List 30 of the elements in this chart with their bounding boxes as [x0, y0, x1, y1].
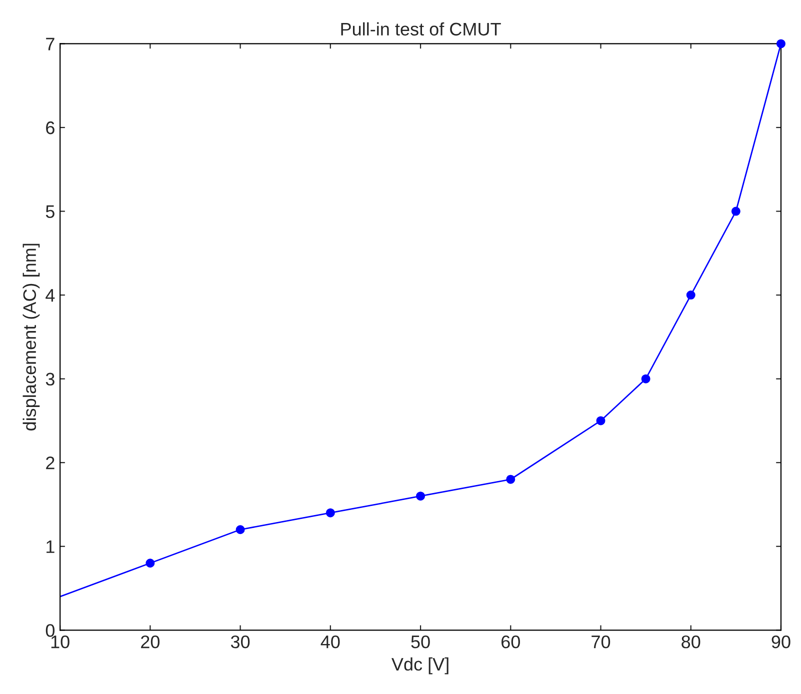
point [776, 39, 786, 48]
x-tick-label: 30 [230, 635, 250, 648]
x-axis-title: Vdc [V] [392, 657, 448, 674]
x-tick-label: 10 [51, 635, 70, 648]
y-tick-label: 0 [46, 624, 55, 637]
x-tick-label: 40 [320, 635, 340, 648]
point [146, 558, 155, 568]
x-tick-label: 60 [502, 635, 520, 648]
x-tick-label: 20 [141, 635, 160, 648]
y-tick-label: 3 [46, 372, 54, 386]
x-tick-label: 70 [592, 635, 610, 648]
x-tick-label: 80 [682, 635, 700, 648]
point [641, 374, 650, 384]
point [686, 290, 696, 300]
point [236, 525, 245, 534]
y-tick-label: 4 [46, 289, 55, 302]
point [506, 474, 516, 484]
point [596, 416, 606, 426]
point [731, 206, 740, 216]
y-tick-label: 1 [46, 540, 54, 553]
y-tick-label: 7 [46, 38, 54, 50]
y-tick-label: 6 [46, 121, 54, 134]
x-tick-label: 90 [772, 635, 790, 648]
y-tick-label: 2 [46, 456, 54, 470]
y-axis-title: displacement (AC) [nm] [22, 244, 40, 430]
chart-title: Pull-in test of CMUT [341, 22, 501, 36]
x-tick-label: 50 [411, 635, 430, 648]
y-tick-label: 5 [46, 205, 54, 218]
point [326, 508, 335, 518]
point [416, 492, 426, 501]
